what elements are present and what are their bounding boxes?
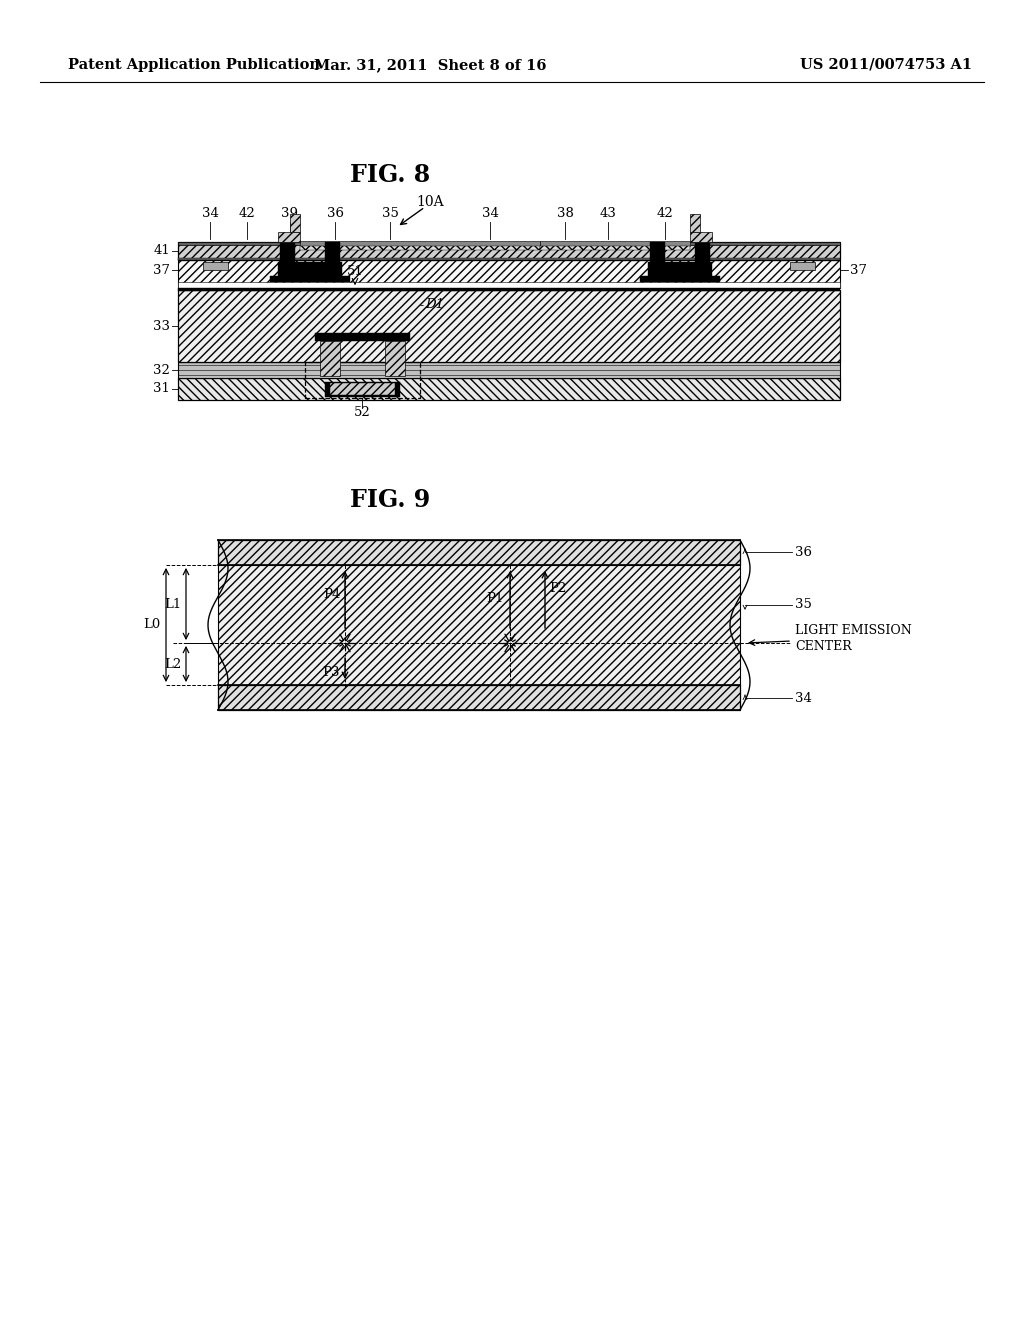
Text: 34: 34 (795, 692, 812, 705)
Text: L1: L1 (164, 598, 181, 610)
Text: 31: 31 (154, 383, 170, 396)
Bar (325, 242, 340, 261)
Bar (650, 242, 665, 261)
Bar (278, 261, 342, 276)
Text: 38: 38 (557, 207, 573, 220)
Bar (218, 565, 740, 685)
Text: 42: 42 (656, 207, 674, 220)
Text: 34: 34 (202, 207, 218, 220)
Text: P4: P4 (324, 587, 341, 601)
Text: 36: 36 (327, 207, 343, 220)
Bar (300, 246, 540, 249)
Bar (300, 242, 540, 246)
Bar (330, 383, 395, 395)
Bar (315, 333, 410, 341)
Bar (690, 232, 712, 242)
Bar (218, 685, 740, 710)
Text: 34: 34 (481, 207, 499, 220)
Bar (540, 242, 690, 246)
Bar (385, 341, 406, 376)
Text: 10A: 10A (416, 195, 443, 209)
Text: 35: 35 (795, 598, 812, 611)
Text: 43: 43 (600, 207, 616, 220)
Bar (178, 257, 840, 260)
Text: 52: 52 (353, 405, 371, 418)
Bar (305, 362, 420, 399)
Bar (278, 232, 300, 242)
Bar (290, 214, 300, 232)
Text: D1: D1 (425, 298, 444, 312)
Text: Patent Application Publication: Patent Application Publication (68, 58, 319, 73)
Text: Mar. 31, 2011  Sheet 8 of 16: Mar. 31, 2011 Sheet 8 of 16 (313, 58, 546, 73)
Text: 33: 33 (153, 319, 170, 333)
Text: 42: 42 (239, 207, 255, 220)
Bar (178, 362, 840, 378)
Text: US 2011/0074753 A1: US 2011/0074753 A1 (800, 58, 972, 73)
Bar (203, 261, 228, 271)
Bar (280, 242, 295, 261)
Text: 39: 39 (282, 207, 299, 220)
Text: 37: 37 (850, 264, 867, 276)
Bar (178, 242, 840, 260)
Bar (640, 276, 720, 282)
Bar (790, 261, 815, 271)
Bar (325, 381, 400, 397)
Text: LIGHT EMISSION
CENTER: LIGHT EMISSION CENTER (795, 623, 911, 652)
Bar (218, 540, 740, 565)
Text: 32: 32 (154, 363, 170, 376)
Text: FIG. 9: FIG. 9 (350, 488, 430, 512)
Bar (178, 378, 840, 400)
Bar (270, 276, 350, 282)
Text: 36: 36 (795, 545, 812, 558)
Bar (319, 341, 340, 376)
Text: P3: P3 (323, 665, 340, 678)
Text: L0: L0 (142, 619, 160, 631)
Text: FIG. 8: FIG. 8 (350, 162, 430, 187)
Text: 37: 37 (153, 264, 170, 276)
Text: L2: L2 (164, 657, 181, 671)
Text: 41: 41 (154, 244, 170, 257)
Bar (540, 246, 690, 249)
Bar (178, 242, 840, 246)
Text: P2: P2 (549, 582, 566, 595)
Bar (648, 261, 712, 276)
Text: 35: 35 (382, 207, 398, 220)
Text: P1: P1 (486, 593, 504, 606)
Text: 51: 51 (347, 265, 364, 279)
Bar (690, 214, 700, 232)
Bar (178, 290, 840, 362)
Bar (178, 288, 840, 290)
Bar (178, 260, 840, 288)
Bar (178, 282, 840, 288)
Bar (695, 242, 710, 261)
